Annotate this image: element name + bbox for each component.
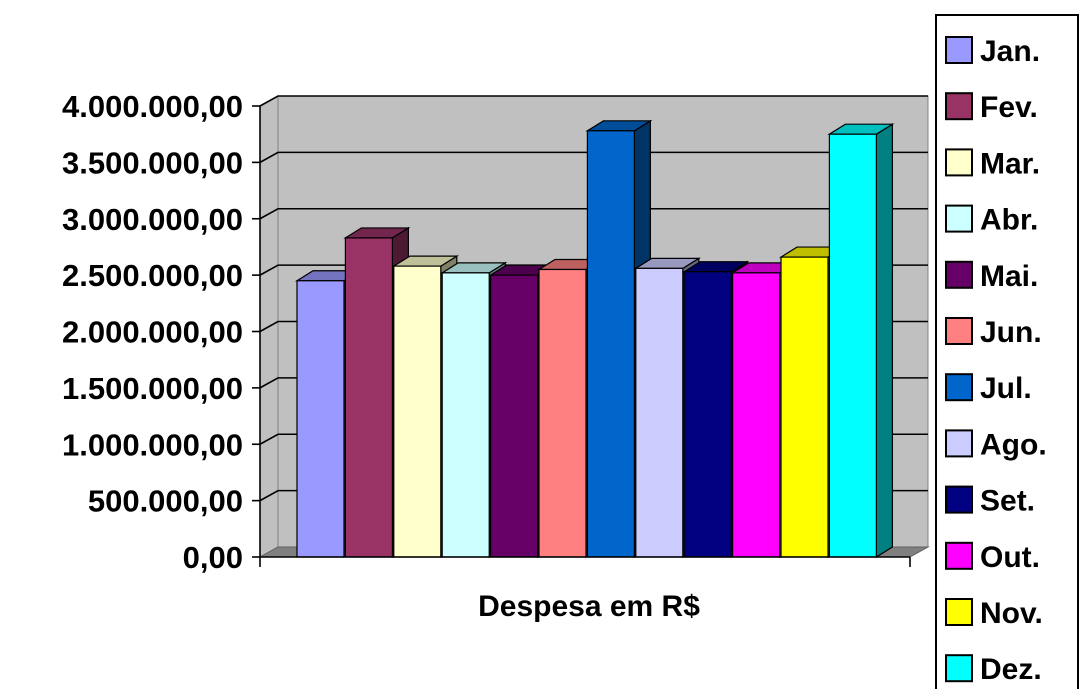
legend-item: Set.: [945, 485, 1035, 518]
legend-swatch: [945, 373, 973, 402]
y-tick-label: 3.000.000,00: [62, 202, 243, 237]
bar-front: [731, 272, 781, 558]
y-tick-label: 1.500.000,00: [62, 371, 243, 406]
legend-label: Jul.: [980, 372, 1032, 405]
legend-swatch: [945, 204, 973, 233]
legend-swatch: [945, 541, 973, 570]
legend-label: Jun.: [980, 316, 1042, 349]
bar-front: [538, 268, 587, 558]
bar-front: [828, 133, 878, 558]
legend-swatch: [945, 317, 973, 345]
y-tick-label: 0,00: [183, 540, 243, 575]
bar-front: [344, 237, 393, 558]
bar-front: [393, 265, 442, 558]
legend-swatch: [945, 148, 973, 177]
legend-swatch: [945, 485, 973, 514]
y-tick-label: 2.000.000,00: [62, 315, 243, 350]
legend-item: Out.: [945, 541, 1040, 574]
bar-front: [780, 256, 829, 558]
legend-swatch: [945, 260, 973, 289]
gridline: [259, 207, 928, 220]
bar-front: [635, 267, 684, 558]
legend-item: Fev.: [945, 91, 1038, 124]
legend-item: Jan.: [945, 35, 1040, 68]
bar-side: [875, 123, 894, 559]
legend-label: Set.: [980, 485, 1035, 518]
legend-item: Mai.: [945, 260, 1038, 293]
bar-front: [683, 271, 732, 558]
legend-swatch: [945, 36, 973, 64]
y-tick-label: 4.000.000,00: [62, 89, 243, 124]
legend-label: Abr.: [980, 204, 1038, 237]
legend-swatch: [945, 429, 973, 458]
legend-box: [935, 14, 1079, 689]
bar-front: [490, 274, 539, 558]
bar-front: [441, 272, 490, 558]
legend-label: Jan.: [980, 35, 1040, 68]
legend: Jan. Fev. Mar. Abr. Mai. Jun. Jul. Ago. Set. Out.…: [935, 14, 1079, 689]
bar-dez: [827, 123, 895, 559]
bar-front: [296, 280, 345, 558]
legend-label: Ago.: [980, 428, 1047, 461]
axes: [252, 105, 911, 567]
legend-swatch: [945, 92, 973, 121]
legend-label: Nov.: [980, 597, 1043, 630]
legend-label: Out.: [980, 541, 1040, 574]
legend-item: Ago.: [945, 428, 1047, 461]
legend-label: Mai.: [980, 260, 1038, 293]
legend-item: Mar.: [945, 147, 1040, 180]
legend-label: Mar.: [980, 147, 1040, 180]
y-axis-tick-labels: 0,00 500.000,00 1.000.000,00 1.500.000,00 2.…: [62, 89, 243, 575]
y-tick-label: 500.000,00: [88, 484, 243, 519]
legend-item: Jul.: [945, 372, 1032, 405]
bars: [294, 119, 895, 559]
gridline: [259, 95, 928, 107]
legend-item: Dez.: [945, 653, 1042, 686]
y-tick-label: 2.500.000,00: [62, 258, 243, 293]
legend-label: Fev.: [980, 91, 1038, 124]
legend-swatch: [945, 598, 973, 626]
y-tick-label: 3.500.000,00: [62, 145, 243, 180]
x-axis-title: Despesa em R$: [478, 590, 700, 623]
legend-swatch: [945, 654, 973, 683]
bar-front: [586, 130, 636, 558]
legend-label: Dez.: [980, 653, 1042, 686]
y-tick-label: 1.000.000,00: [62, 427, 243, 462]
legend-item: Abr.: [945, 204, 1038, 237]
gridline: [259, 151, 928, 164]
legend-item: Nov.: [945, 597, 1043, 630]
legend-item: Jun.: [945, 316, 1042, 349]
